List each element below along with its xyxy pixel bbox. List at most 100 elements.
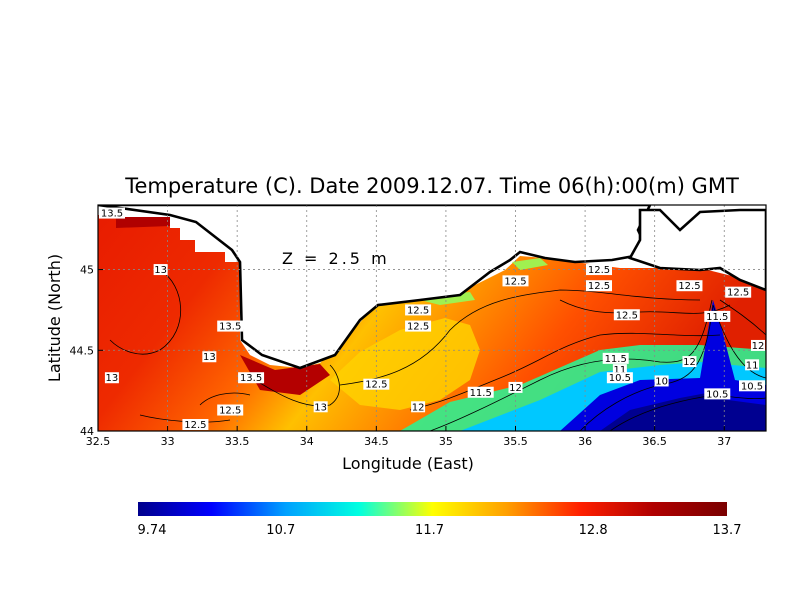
contour-label-bg [676, 280, 703, 292]
contour-label-bg [739, 380, 765, 392]
contour-label-text: 12.5 [184, 420, 206, 431]
contour-label: 13 [313, 401, 328, 413]
plot-frame [97, 204, 767, 432]
colorbar-tick-label: 9.74 [138, 523, 167, 538]
y-tick-label: 44 [80, 425, 94, 438]
contour-label-bg [502, 275, 529, 287]
contour-label: 12 [411, 401, 426, 413]
x-tick-label: 34 [300, 435, 314, 448]
dark-red-coast [240, 355, 330, 395]
contour-label: 12.5 [405, 304, 432, 316]
contour-label-bg [586, 264, 612, 276]
contour-label: 13.5 [238, 372, 265, 384]
contour-label-bg [202, 351, 217, 363]
plot-area: Z = 2.5 m 13.5 13 13.5 13 13 13.5 12.5 12.5 13 12… [97, 204, 767, 432]
contour-label-text: 12.5 [678, 281, 700, 292]
contour-label-text: 12.5 [219, 406, 241, 417]
contour-label-bg [704, 310, 731, 322]
contour-label: 11.5 [467, 386, 494, 399]
contour-label-text: 12.5 [407, 305, 429, 316]
contour-label-text: 12.5 [504, 276, 526, 287]
contour-label: 12.5 [182, 419, 209, 431]
contour-label-bg [654, 375, 669, 387]
contour-label-bg [363, 378, 390, 390]
x-axis-ticks: 32.5 33 33.5 34 34.5 35 35.5 36 36.5 37 [86, 426, 731, 448]
contour-label-bg [182, 419, 209, 430]
contour-label: 13 [153, 264, 168, 276]
contour-label-bg [238, 372, 265, 384]
contour-label: 11.5 [602, 352, 629, 365]
contour-label-text: 11.5 [605, 354, 627, 365]
contour-label: 12.5 [405, 320, 432, 333]
contour-label: 12.5 [363, 378, 390, 391]
x-tick-label: 35 [439, 435, 453, 448]
contour-label-text: 13.5 [240, 373, 262, 384]
contour-label-bg [405, 304, 432, 316]
contour-label-bg [508, 381, 523, 393]
contour-label-bg [411, 401, 426, 413]
contour-label: 12.5 [502, 275, 529, 287]
y-tick-label: 44.5 [70, 344, 95, 357]
colorbar-tick-label: 13.7 [713, 523, 742, 538]
contour-label: 10.5 [606, 372, 633, 384]
contour-label-bg [104, 372, 119, 384]
contour-label-text: 12.5 [365, 380, 387, 391]
contour-label-text: 12.5 [727, 288, 749, 299]
contour-label-text: 12 [509, 383, 522, 394]
colorbar: 9.74 10.7 11.7 12.8 13.7 [138, 502, 742, 538]
contour-label: 10.5 [739, 380, 765, 392]
contour-label-text: 10 [655, 376, 668, 387]
contour-label: 12.5 [613, 309, 640, 321]
contour-label-bg [606, 372, 633, 384]
contour-label-bg [725, 286, 752, 298]
contour-label: 12.5 [217, 404, 244, 417]
x-tick-label: 32.5 [86, 435, 111, 448]
contour-label: 12 [682, 356, 697, 368]
x-tick-label: 36 [578, 435, 592, 448]
colorbar-ticks: 9.74 10.7 11.7 12.8 13.7 [138, 523, 742, 538]
contour-label-text: 12 [752, 341, 765, 352]
contour-label-bg [467, 386, 494, 398]
contour-label-text: 13.5 [101, 209, 123, 220]
contour-label-bg [612, 364, 627, 376]
contour-label-text: 12.5 [588, 281, 610, 292]
contour-label-text: 12 [683, 357, 696, 368]
x-tick-label: 33.5 [225, 435, 250, 448]
contour-label-bg [313, 401, 328, 413]
contour-label-bg [405, 320, 432, 332]
contour-label-text: 13 [314, 402, 327, 413]
contour-label: 12.5 [676, 280, 703, 292]
contour-label-bg [745, 359, 760, 371]
contour-labels: 13.5 13 13.5 13 13 13.5 12.5 12.5 13 12.5 12 12.5 12… [99, 207, 765, 431]
dark-red-corner [116, 217, 170, 228]
contour-label-text: 11.5 [706, 312, 728, 323]
gridlines [98, 205, 766, 431]
x-tick-label: 33 [161, 435, 175, 448]
contour-label-bg [217, 320, 244, 332]
contour-label-bg [586, 280, 612, 292]
contour-label-text: 11 [746, 360, 759, 371]
contour-label-bg [682, 356, 697, 368]
x-tick-label: 37 [717, 435, 731, 448]
contour-label-text: 10.5 [741, 381, 763, 392]
colorbar-gradient [138, 502, 727, 516]
contour-label: 12 [508, 381, 523, 394]
contour-label: 13.5 [99, 207, 125, 220]
contour-label: 12.5 [586, 280, 612, 292]
contour-label-text: 10.5 [609, 373, 631, 384]
contour-label: 13.5 [217, 320, 244, 333]
contour-label-text: 11 [614, 365, 627, 376]
contour-label-text: 10.5 [706, 389, 728, 400]
contour-label: 12.5 [725, 286, 752, 299]
y-axis-title: Latitude (North) [45, 254, 64, 382]
contour-label-text: 13 [106, 373, 119, 384]
contour-label-text: 11.5 [470, 388, 492, 399]
contour-label-text: 13 [154, 265, 167, 276]
x-tick-label: 35.5 [503, 435, 528, 448]
x-axis-title: Longitude (East) [342, 454, 474, 473]
contour-label: 13 [202, 351, 217, 363]
contour-label-bg [153, 264, 168, 276]
x-tick-label: 34.5 [364, 435, 389, 448]
contour-label-text: 13.5 [219, 322, 241, 333]
